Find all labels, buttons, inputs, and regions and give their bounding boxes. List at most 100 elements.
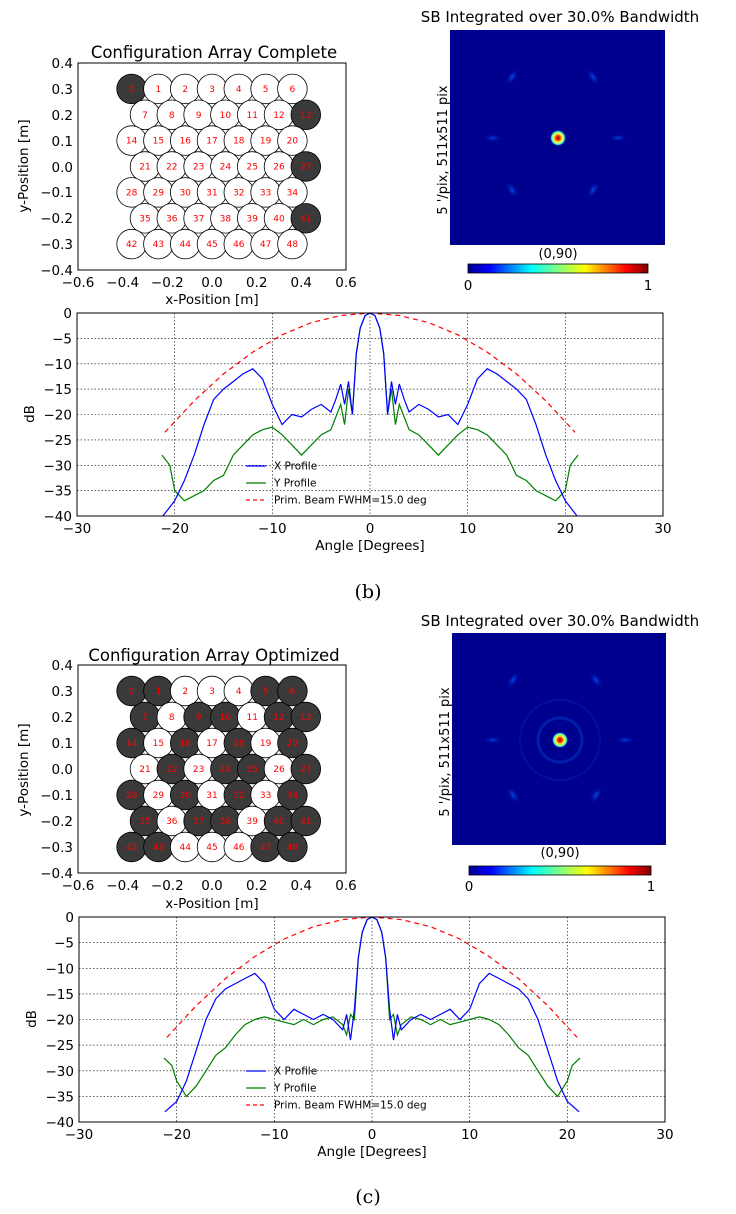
- x-tick: 0.6: [335, 878, 356, 894]
- array-element-label: 2: [182, 687, 188, 697]
- array-element-label: 21: [139, 163, 150, 173]
- beam-main-lobe: [552, 732, 568, 748]
- array-element-label: 13: [300, 111, 311, 121]
- x-tick: 0.2: [246, 275, 267, 291]
- array-element-label: 17: [206, 137, 217, 147]
- beam-image-c: SB Integrated over 30.0% Bandwidth 5 '/p…: [421, 612, 699, 895]
- array-element-label: 7: [142, 111, 148, 121]
- array-element-label: 24: [220, 765, 232, 775]
- array-element-label: 6: [290, 687, 296, 697]
- y-tick: −5: [52, 331, 72, 347]
- x-tick: −10: [260, 1127, 289, 1143]
- array-element-label: 26: [273, 163, 285, 173]
- array-axes-frame: [77, 664, 347, 874]
- y-tick: −10: [44, 357, 73, 373]
- array-element-label: 35: [139, 817, 150, 827]
- array-element-label: 45: [206, 240, 217, 250]
- colorbar: [467, 263, 649, 274]
- array-element-label: 4: [236, 85, 242, 95]
- array-element-label: 22: [166, 163, 177, 173]
- array-element-label: 34: [287, 791, 299, 801]
- y-tick: 0.1: [52, 736, 73, 752]
- array-element: [290, 701, 322, 733]
- array-element-label: 16: [179, 739, 191, 749]
- array-element: [290, 753, 322, 785]
- array-element-label: 33: [260, 188, 271, 198]
- array-element-label: 37: [193, 817, 204, 827]
- legend-entry: Prim. Beam FWHM=15.0 deg: [274, 495, 427, 507]
- array-element-label: 22: [166, 765, 177, 775]
- x-tick: −30: [63, 521, 92, 537]
- y-profile-curve: [163, 916, 581, 1098]
- array-element-label: 3: [209, 85, 215, 95]
- x-tick: −0.2: [151, 275, 184, 291]
- array-element-label: 14: [126, 739, 138, 749]
- profile-y-ticks: 0 −5 −10 −15 −20 −25 −30 −35 −40: [46, 910, 75, 1131]
- array-element-label: 9: [196, 111, 202, 121]
- array-element-label: 44: [179, 843, 191, 853]
- array-element-label: 23: [193, 163, 204, 173]
- x-tick: 0.0: [201, 878, 222, 894]
- beam-xlabel: (0,90): [538, 247, 577, 262]
- legend-entry: Y Profile: [273, 478, 316, 490]
- array-element-label: 36: [166, 817, 178, 827]
- y-tick: −0.3: [40, 840, 73, 856]
- y-tick: −25: [46, 1038, 75, 1054]
- array-ylabel: y-Position [m]: [16, 723, 32, 816]
- array-element: [290, 99, 322, 131]
- y-tick: 0.1: [52, 134, 73, 150]
- beam-title: SB Integrated over 30.0% Bandwidth: [421, 612, 699, 630]
- x-tick: −0.4: [106, 275, 139, 291]
- y-tick: 0.3: [52, 684, 73, 700]
- array-plot-c: Configuration Array Optimized 0 1 2 3 4 5 67 8 9…: [16, 646, 357, 912]
- colorbar-tick: 0: [464, 278, 473, 294]
- beam-image-b: SB Integrated over 30.0% Bandwidth 5 '/p…: [421, 8, 699, 294]
- y-tick: −40: [46, 1115, 75, 1131]
- array-element: [277, 675, 308, 707]
- array-axes-frame: [77, 62, 347, 271]
- x-tick: 0.4: [291, 275, 312, 291]
- beam-ylabel: 5 '/pix, 511x511 pix: [436, 85, 451, 214]
- array-y-ticks: 0.4 0.3 0.2 0.1 0.0 −0.1 −0.2 −0.3 −0.4: [40, 56, 73, 279]
- array-element-label: 5: [263, 85, 269, 95]
- array-element-label: 10: [220, 713, 232, 723]
- x-tick: −0.6: [62, 878, 95, 894]
- array-element-label: 15: [153, 739, 164, 749]
- array-element: [277, 125, 308, 156]
- x-tick: −30: [65, 1127, 94, 1143]
- y-tick: −15: [46, 987, 75, 1003]
- panel-c: Configuration Array Optimized 0 1 2 3 4 5 67 8 9…: [16, 612, 699, 1208]
- array-element-label: 42: [126, 240, 137, 250]
- array-xlabel: x-Position [m]: [165, 896, 258, 912]
- y-tick: 0.0: [52, 762, 73, 778]
- array-element-label: 40: [273, 214, 285, 224]
- x-tick: 20: [559, 1127, 576, 1143]
- array-element-label: 47: [260, 843, 271, 853]
- array-element-label: 12: [273, 713, 284, 723]
- array-y-ticks: 0.4 0.3 0.2 0.1 0.0 −0.1 −0.2 −0.3 −0.4: [40, 658, 73, 882]
- x-tick: −20: [162, 1127, 191, 1143]
- array-element-label: 18: [233, 739, 245, 749]
- colorbar-tick: 1: [647, 879, 656, 895]
- array-element-label: 31: [206, 188, 217, 198]
- array-element-label: 48: [287, 843, 299, 853]
- array-element-label: 30: [179, 188, 191, 198]
- array-element-label: 9: [196, 713, 202, 723]
- array-element-label: 39: [246, 817, 258, 827]
- array-element-label: 12: [273, 111, 284, 121]
- x-tick: 30: [654, 521, 671, 537]
- x-tick: 0: [366, 521, 375, 537]
- array-element-label: 28: [126, 791, 138, 801]
- profile-ylabel: dB: [22, 405, 38, 423]
- profile-xlabel: Angle [Degrees]: [315, 538, 424, 554]
- array-element-label: 25: [246, 163, 257, 173]
- y-tick: 0: [65, 910, 74, 926]
- array-element: [290, 151, 322, 182]
- array-element-label: 26: [273, 765, 285, 775]
- y-tick: −0.4: [40, 866, 73, 882]
- array-element-label: 23: [193, 765, 204, 775]
- array-element-label: 16: [179, 137, 191, 147]
